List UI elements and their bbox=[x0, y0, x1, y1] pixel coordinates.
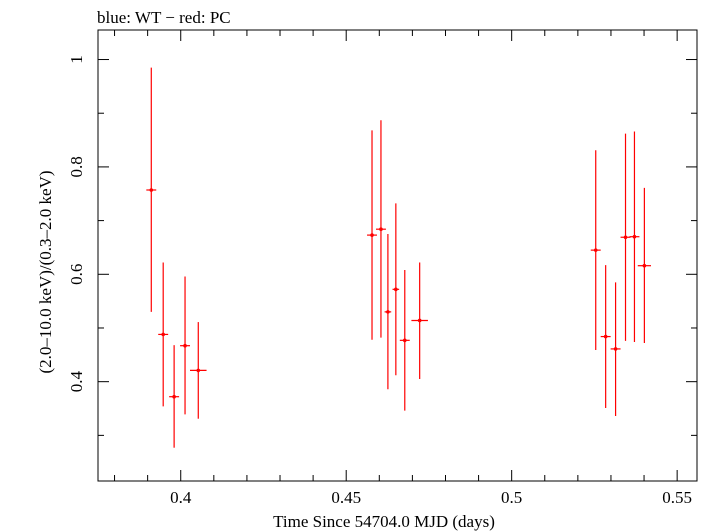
data-point bbox=[169, 345, 180, 448]
data-point bbox=[190, 322, 207, 419]
data-point bbox=[629, 131, 640, 342]
data-point bbox=[600, 265, 611, 408]
data-point bbox=[367, 130, 377, 340]
point-marker bbox=[149, 188, 154, 192]
point-marker bbox=[417, 318, 422, 323]
point-marker bbox=[183, 343, 187, 348]
point-marker bbox=[642, 263, 647, 268]
chart-title: blue: WT − red: PC bbox=[97, 8, 231, 27]
data-point bbox=[590, 150, 601, 350]
point-marker bbox=[196, 368, 201, 373]
data-point bbox=[375, 120, 386, 338]
point-marker bbox=[379, 227, 383, 231]
y-tick-label: 0.6 bbox=[67, 264, 86, 285]
data-point bbox=[637, 187, 651, 344]
data-point bbox=[392, 203, 400, 376]
point-marker bbox=[402, 338, 407, 343]
point-marker bbox=[632, 234, 637, 239]
point-marker bbox=[172, 394, 176, 399]
data-point bbox=[399, 269, 410, 411]
data-point bbox=[384, 234, 392, 390]
x-tick-label: 0.5 bbox=[501, 488, 522, 507]
y-axis-label: (2.0–10.0 keV)/(0.3–2.0 keV) bbox=[36, 170, 55, 373]
x-tick-label: 0.4 bbox=[170, 488, 192, 507]
data-point bbox=[620, 133, 631, 341]
point-marker bbox=[623, 235, 628, 240]
point-marker bbox=[370, 233, 374, 237]
data-point bbox=[610, 282, 621, 417]
x-tick-label: 0.55 bbox=[662, 488, 692, 507]
x-tick-label: 0.45 bbox=[331, 488, 361, 507]
point-marker bbox=[394, 287, 398, 292]
x-axis-label: Time Since 54704.0 MJD (days) bbox=[273, 512, 495, 531]
data-point bbox=[158, 262, 169, 407]
point-marker bbox=[161, 332, 165, 337]
point-marker bbox=[613, 347, 618, 351]
data-point bbox=[180, 276, 191, 415]
point-marker bbox=[386, 310, 390, 314]
point-marker bbox=[593, 248, 598, 252]
point-marker bbox=[603, 334, 608, 339]
data-point bbox=[146, 67, 157, 312]
plot-frame bbox=[97, 29, 698, 482]
data-points bbox=[146, 67, 651, 448]
y-tick-label: 1 bbox=[67, 55, 86, 64]
y-tick-label: 0.8 bbox=[67, 156, 86, 177]
axes: 0.4 0.45 0.5 0.55 0.4 0.6 0.8 1 bbox=[67, 30, 697, 507]
data-point bbox=[411, 262, 428, 379]
y-tick-label: 0.4 bbox=[67, 371, 86, 393]
